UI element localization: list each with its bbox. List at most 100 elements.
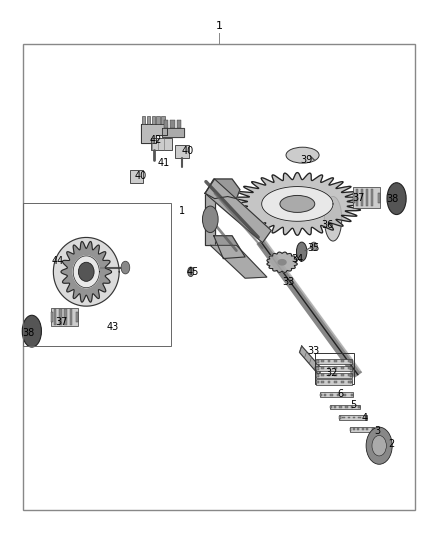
Text: 37: 37 xyxy=(352,192,364,203)
Polygon shape xyxy=(141,124,167,143)
Bar xyxy=(378,192,380,203)
Polygon shape xyxy=(205,179,271,243)
Bar xyxy=(334,367,337,369)
Ellipse shape xyxy=(280,196,315,213)
Bar xyxy=(320,394,322,396)
Bar xyxy=(317,381,319,383)
Bar xyxy=(356,189,358,206)
Bar xyxy=(317,367,319,369)
Bar xyxy=(175,144,188,158)
Bar xyxy=(70,309,72,325)
Polygon shape xyxy=(261,187,333,221)
Polygon shape xyxy=(278,260,286,265)
Bar xyxy=(170,120,175,127)
Text: 40: 40 xyxy=(181,146,194,156)
Bar xyxy=(23,203,171,346)
Ellipse shape xyxy=(202,206,218,232)
Ellipse shape xyxy=(297,242,307,261)
Text: 45: 45 xyxy=(187,267,199,277)
Bar xyxy=(353,428,355,430)
Polygon shape xyxy=(53,237,119,306)
Text: 6: 6 xyxy=(337,389,343,399)
Bar xyxy=(151,138,172,150)
Bar xyxy=(156,116,160,124)
Bar xyxy=(334,360,337,362)
Bar xyxy=(328,381,330,383)
Polygon shape xyxy=(61,241,112,302)
Polygon shape xyxy=(233,173,362,235)
Bar xyxy=(330,394,333,395)
Ellipse shape xyxy=(187,267,194,277)
Bar xyxy=(152,116,155,124)
Bar xyxy=(317,359,352,364)
Bar xyxy=(353,188,380,208)
Bar xyxy=(341,367,344,369)
Polygon shape xyxy=(214,236,245,259)
Bar xyxy=(328,367,330,369)
Bar xyxy=(350,360,352,363)
Bar xyxy=(362,428,364,430)
Bar xyxy=(64,309,67,325)
Ellipse shape xyxy=(387,183,406,215)
Bar xyxy=(345,406,348,408)
Bar xyxy=(351,406,353,408)
Text: 35: 35 xyxy=(307,243,320,253)
Bar xyxy=(348,367,351,369)
Bar xyxy=(60,309,61,325)
Bar xyxy=(350,426,374,432)
Bar xyxy=(54,309,57,325)
Bar xyxy=(339,416,341,419)
Text: 39: 39 xyxy=(300,156,312,165)
Text: 34: 34 xyxy=(291,254,304,263)
Bar xyxy=(348,417,350,418)
Bar xyxy=(328,360,330,362)
Bar xyxy=(350,428,351,431)
Bar xyxy=(341,381,344,383)
Polygon shape xyxy=(73,256,99,288)
Text: 44: 44 xyxy=(52,256,64,266)
Ellipse shape xyxy=(286,147,319,163)
Bar xyxy=(330,406,332,408)
Bar xyxy=(343,417,345,418)
Bar xyxy=(357,428,359,430)
Bar xyxy=(177,120,181,127)
Bar xyxy=(358,406,360,408)
Bar xyxy=(23,44,415,511)
Bar xyxy=(321,381,324,383)
Ellipse shape xyxy=(372,435,386,456)
Bar xyxy=(339,406,342,408)
Bar xyxy=(130,170,143,183)
Bar xyxy=(147,116,150,124)
Bar xyxy=(341,374,344,376)
Bar xyxy=(351,394,353,396)
Text: 38: 38 xyxy=(386,193,398,204)
Ellipse shape xyxy=(366,427,392,464)
Bar xyxy=(324,394,326,395)
Bar xyxy=(317,360,319,363)
Polygon shape xyxy=(210,245,267,278)
Bar xyxy=(365,416,367,419)
Bar xyxy=(341,360,344,362)
Bar xyxy=(315,353,354,384)
Polygon shape xyxy=(162,127,184,136)
Bar xyxy=(353,417,355,418)
Bar xyxy=(350,374,352,376)
Bar xyxy=(334,381,337,383)
Polygon shape xyxy=(300,346,321,375)
Bar xyxy=(348,374,351,376)
Text: 36: 36 xyxy=(321,220,334,230)
Text: ·: · xyxy=(191,268,194,276)
Ellipse shape xyxy=(78,262,94,281)
Text: 3: 3 xyxy=(375,426,381,436)
Bar xyxy=(334,406,336,408)
Bar xyxy=(350,381,352,383)
Bar xyxy=(317,379,352,385)
Bar xyxy=(358,417,360,418)
Ellipse shape xyxy=(22,316,42,347)
Text: 32: 32 xyxy=(325,368,337,377)
Text: 4: 4 xyxy=(362,413,368,423)
Bar xyxy=(317,366,352,371)
Bar xyxy=(336,394,339,395)
Text: 2: 2 xyxy=(388,439,394,449)
Bar xyxy=(321,367,324,369)
